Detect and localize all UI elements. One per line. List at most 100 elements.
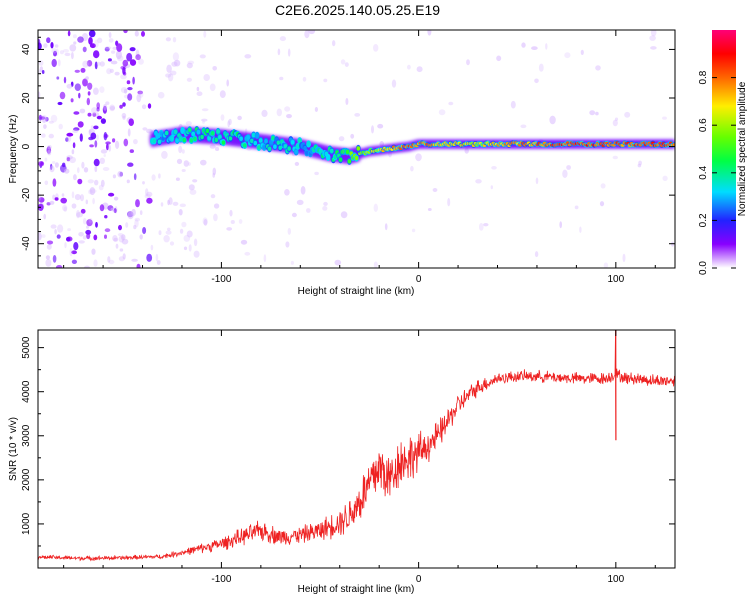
spectrogram-noise-blob bbox=[43, 213, 46, 220]
spectrogram-noise-blob bbox=[131, 208, 136, 217]
spectrogram-noise-blob bbox=[391, 79, 397, 88]
spectrogram-noise-blob bbox=[85, 229, 92, 235]
spectrogram-noise-blob bbox=[86, 60, 93, 67]
spectrogram-noise-blob bbox=[134, 217, 140, 222]
spectrogram-noise-blob bbox=[77, 121, 84, 128]
spectrogram-noise-blob bbox=[66, 157, 71, 162]
spectrogram-noise-blob bbox=[89, 144, 94, 148]
spectrogram-noise-blob bbox=[350, 133, 355, 139]
spectrogram-noise-blob bbox=[82, 217, 87, 225]
spectrogram-noise-blob bbox=[49, 200, 55, 205]
spectrogram-noise-blob bbox=[57, 101, 63, 106]
ridge-core bbox=[672, 143, 675, 147]
spectrogram-noise-blob bbox=[133, 139, 138, 145]
ridge-core bbox=[239, 136, 243, 141]
spectrogram-noise-blob bbox=[165, 73, 172, 78]
spectrogram-noise-blob bbox=[595, 111, 599, 116]
spectrogram-noise-blob bbox=[237, 115, 242, 121]
spectrogram-noise-blob bbox=[188, 244, 192, 252]
spectrogram-noise-blob bbox=[448, 101, 454, 106]
spectrogram-noise-blob bbox=[114, 71, 120, 76]
ridge-core bbox=[182, 137, 187, 143]
spectrogram-noise-blob bbox=[338, 136, 345, 142]
spectrogram-noise-blob bbox=[54, 44, 59, 48]
snr-series-line bbox=[38, 330, 675, 562]
ridge-core bbox=[258, 138, 263, 143]
spectrogram-noise-blob bbox=[112, 174, 116, 179]
spectrogram-noise-blob bbox=[183, 234, 191, 242]
spectrogram-noise-blob bbox=[141, 31, 145, 37]
spectrogram-noise-blob bbox=[415, 153, 422, 162]
spectrogram-noise-blob bbox=[203, 30, 207, 38]
spectrogram-noise-blob bbox=[82, 60, 89, 68]
snr-x-tick-label: 0 bbox=[416, 574, 422, 585]
spectrogram-noise-blob bbox=[108, 38, 114, 43]
spectrogram-noise-blob bbox=[71, 250, 77, 255]
spectrogram-noise-blob bbox=[122, 59, 129, 67]
ridge-core bbox=[164, 130, 169, 136]
spectrogram-noise-blob bbox=[531, 46, 538, 50]
spectrogram-noise-blob bbox=[181, 169, 186, 172]
spectrogram-noise-blob bbox=[72, 34, 77, 39]
spectrogram-noise-blob bbox=[93, 50, 100, 59]
spectrogram-noise-blob bbox=[176, 158, 183, 165]
spectrogram-y-tick-label: -20 bbox=[21, 187, 32, 202]
spectrogram-noise-blob bbox=[142, 181, 145, 185]
spectrogram-noise-blob bbox=[612, 155, 618, 160]
spectrogram-noise-blob bbox=[263, 254, 267, 263]
spectrogram-noise-blob bbox=[290, 260, 294, 265]
spectrogram-noise-blob bbox=[189, 189, 197, 195]
spectrogram-noise-blob bbox=[45, 255, 51, 260]
spectrogram-noise-blob bbox=[600, 183, 606, 189]
spectrogram-noise-blob bbox=[108, 32, 112, 38]
spectrogram-noise-blob bbox=[466, 59, 470, 66]
colorbar-ticks: 0.0 0.2 0.4 0.6 0.8 bbox=[698, 70, 736, 275]
spectrogram-noise-blob bbox=[47, 149, 52, 156]
spectrogram-noise-blob bbox=[100, 179, 105, 187]
spectrogram-noise-blob bbox=[142, 227, 147, 234]
spectrogram-noise-blob bbox=[564, 52, 571, 59]
spectrogram-noise-blob bbox=[72, 129, 79, 134]
spectrogram-noise-blob bbox=[76, 210, 80, 219]
ridge-core bbox=[191, 131, 195, 137]
spectrogram-noise-blob bbox=[165, 37, 171, 42]
spectrogram-noise-blob bbox=[93, 158, 100, 167]
spectrogram-noise-blob bbox=[78, 240, 85, 244]
spectrogram-noise-blob bbox=[240, 239, 248, 245]
spectrogram-y-tick-label: -40 bbox=[21, 236, 32, 251]
spectrogram-noise-blob bbox=[286, 114, 292, 119]
colorbar-tick-label: 0.8 bbox=[698, 70, 709, 84]
spectrogram-noise-blob bbox=[82, 78, 88, 87]
spectrogram-noise-blob bbox=[158, 173, 161, 179]
ridge-core bbox=[159, 131, 164, 136]
spectrogram-noise-blob bbox=[122, 102, 126, 107]
spectrogram-noise-blob bbox=[132, 76, 135, 85]
spectrogram-noise-blob bbox=[91, 248, 96, 255]
ridge-core bbox=[306, 141, 311, 147]
spectrogram-noise-blob bbox=[73, 242, 79, 251]
spectrogram-noise-blob bbox=[38, 60, 44, 66]
spectrogram-noise-blob bbox=[175, 177, 180, 181]
spectrogram-noise-blob bbox=[345, 98, 349, 105]
spectrogram-noise-blob bbox=[122, 115, 126, 120]
spectrogram-noise-blob bbox=[612, 119, 618, 127]
ridge-core bbox=[214, 137, 219, 143]
spectrogram-noise-blob bbox=[108, 259, 115, 265]
spectrogram-noise-blob bbox=[136, 93, 142, 103]
spectrogram-noise-blob bbox=[83, 265, 91, 268]
spectrogram-noise-blob bbox=[300, 186, 306, 195]
spectrogram-noise-blob bbox=[63, 168, 70, 174]
spectrogram-noise-blob bbox=[203, 219, 208, 226]
spectrogram-noise-blob bbox=[276, 108, 282, 117]
chart-title: C2E6.2025.140.05.25.E19 bbox=[274, 2, 441, 18]
spectrogram-noise-blob bbox=[129, 47, 136, 52]
spectrogram-noise-blob bbox=[155, 253, 159, 262]
spectrogram-noise-blob bbox=[38, 38, 41, 45]
spectrogram-noise-blob bbox=[128, 118, 134, 126]
spectrogram-noise-blob bbox=[99, 61, 105, 67]
spectrogram-noise-blob bbox=[662, 175, 668, 181]
spectrogram-noise-blob bbox=[43, 43, 48, 48]
spectrogram-noise-blob bbox=[41, 133, 46, 138]
spectrogram-noise-blob bbox=[178, 145, 183, 154]
spectrogram-noise-blob bbox=[99, 157, 106, 164]
